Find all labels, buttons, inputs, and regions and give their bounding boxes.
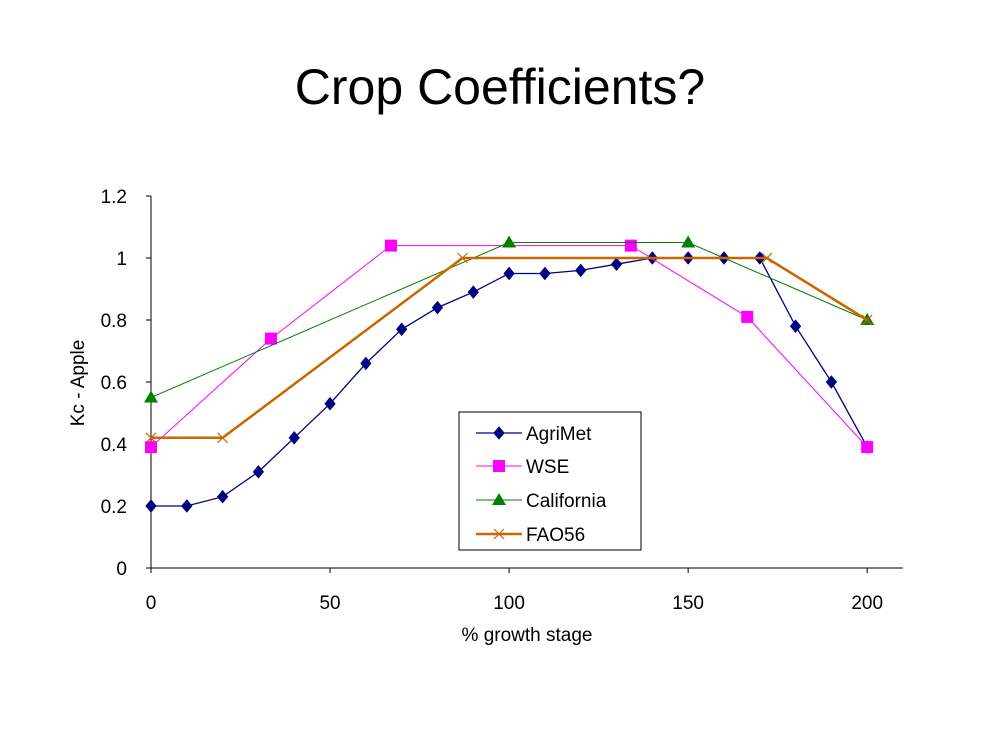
data-point-triangle: [492, 493, 506, 505]
data-point-diamond: [252, 465, 265, 479]
y-tick-label: 0.6: [101, 373, 127, 394]
y-tick-label: 0.4: [101, 435, 128, 456]
y-tick-label: 0: [116, 559, 127, 580]
chart-axes: 0 0.2 0.4 0.6 0.8 1 1.2 0 50 100 150 200: [101, 187, 903, 614]
legend-item-california: California: [476, 491, 607, 512]
data-point-diamond: [181, 499, 193, 513]
data-point-diamond: [493, 426, 505, 440]
series-line: [151, 256, 868, 440]
data-point-diamond: [467, 285, 479, 299]
y-tick-label: 0.2: [101, 497, 127, 518]
data-point-diamond: [324, 396, 336, 411]
data-point-square: [145, 441, 157, 454]
legend-item-fao56: FAO56: [476, 525, 585, 546]
data-point-diamond: [145, 499, 157, 513]
legend-item-agrimet: AgriMet: [476, 424, 592, 445]
legend-label: AgriMet: [526, 424, 592, 445]
data-point-diamond: [396, 322, 408, 337]
data-point-x: [493, 528, 505, 540]
data-point-diamond: [539, 266, 551, 281]
legend-label: California: [526, 491, 607, 512]
data-point-square: [861, 441, 874, 454]
x-tick-label: 150: [672, 593, 704, 614]
data-point-diamond: [503, 266, 515, 281]
data-point-diamond: [789, 319, 802, 333]
data-point-square: [264, 332, 277, 345]
data-point-square: [384, 239, 397, 252]
data-point-diamond: [216, 489, 229, 504]
legend-label: FAO56: [526, 525, 585, 546]
slide-title: Crop Coefficients?: [294, 59, 706, 115]
legend-box: [458, 411, 642, 551]
series-agrimet: [145, 251, 873, 513]
legend-item-wse: WSE: [476, 457, 569, 478]
data-point-x: [861, 314, 873, 326]
data-point-triangle: [681, 235, 696, 248]
data-point-diamond: [825, 375, 838, 389]
data-point-x: [217, 432, 229, 444]
y-axis-label: Kc - Apple: [68, 340, 89, 427]
data-point-triangle: [144, 390, 158, 403]
data-point-square: [624, 239, 637, 252]
data-point-diamond: [610, 257, 623, 271]
data-point-x: [761, 252, 773, 264]
data-point-diamond: [575, 263, 587, 278]
data-point-square: [741, 310, 754, 323]
x-tick-label: 200: [851, 593, 883, 614]
data-point-x: [145, 432, 157, 444]
y-tick-label: 0.8: [101, 311, 127, 332]
series-line: [150, 242, 868, 398]
series-layer: [144, 235, 875, 513]
data-point-x: [457, 252, 468, 264]
data-point-square: [493, 460, 505, 472]
y-tick-label: 1.2: [101, 187, 127, 208]
data-point-diamond: [288, 431, 300, 445]
legend-label: WSE: [526, 457, 569, 478]
x-axis-label: % growth stage: [462, 625, 593, 646]
legend: AgriMet WSE California FAO56: [458, 411, 642, 551]
data-point-diamond: [431, 300, 444, 315]
x-tick-label: 50: [319, 593, 340, 614]
x-tick-label: 100: [493, 593, 525, 614]
x-tick-label: 0: [146, 593, 157, 614]
data-point-diamond: [360, 356, 372, 371]
series-fao56: [145, 252, 873, 444]
data-point-triangle: [502, 235, 517, 248]
series-california: [144, 235, 875, 403]
y-tick-label: 1: [116, 249, 127, 270]
